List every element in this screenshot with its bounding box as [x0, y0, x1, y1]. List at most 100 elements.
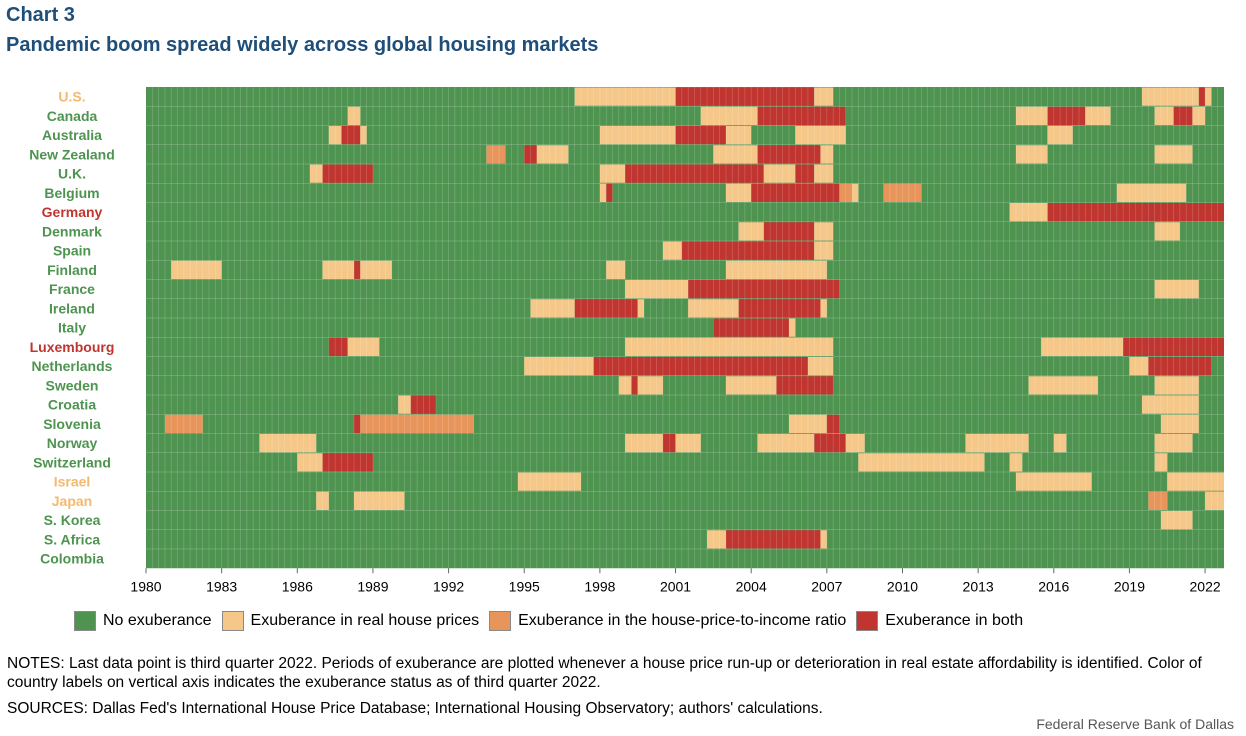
exuberance-period-cell: [524, 357, 594, 376]
exuberance-period-cell: [606, 260, 626, 279]
exuberance-period-cell: [725, 183, 752, 202]
country-label: Australia: [42, 127, 102, 143]
exuberance-period-cell: [826, 414, 840, 433]
exuberance-period-cell: [814, 164, 834, 183]
country-label: Israel: [54, 474, 91, 490]
x-axis-labels: 1980 1983 1986 1989 1992 1995 1998 2001 2004 2007…: [130, 578, 1220, 594]
exuberance-period-cell: [618, 376, 632, 395]
legend-label: Exuberance in both: [885, 612, 1024, 629]
exuberance-period-cell: [354, 414, 361, 433]
x-axis-ticks: [145, 568, 1206, 574]
exuberance-period-cell: [1192, 106, 1206, 125]
exuberance-period-cell: [599, 126, 676, 145]
country-label: Netherlands: [32, 358, 113, 374]
heatmap-chart: U.S. Canada Australia New Zealand U.K. Belgiu…: [29, 87, 1224, 594]
credit: Federal Reserve Bank of Dallas: [1036, 716, 1234, 732]
exuberance-period-cell: [1198, 87, 1206, 106]
exuberance-period-cell: [789, 318, 796, 337]
legend-item-price-to-income: Exuberance in the house-price-to-income …: [489, 611, 846, 631]
exuberance-period-cell: [1160, 414, 1199, 433]
exuberance-period-cell: [164, 414, 203, 433]
exuberance-period-cell: [259, 434, 317, 453]
legend-label: No exuberance: [103, 612, 212, 629]
country-label: Canada: [47, 108, 98, 124]
country-label: Spain: [53, 243, 91, 259]
exuberance-period-cell: [807, 357, 834, 376]
x-tick-label: 1998: [584, 578, 615, 594]
exuberance-period-cell: [328, 126, 342, 145]
x-tick-label: 2019: [1114, 578, 1145, 594]
exuberance-period-cell: [725, 260, 827, 279]
sources: SOURCES: Dallas Fed's International Hous…: [7, 700, 823, 717]
x-tick-label: 2004: [736, 578, 767, 594]
heatmap-cells: [146, 87, 1224, 569]
x-tick-label: 1986: [282, 578, 313, 594]
exuberance-period-cell: [599, 164, 626, 183]
country-label: Belgium: [44, 185, 99, 201]
exuberance-period-cell: [1116, 183, 1187, 202]
exuberance-period-cell: [814, 222, 834, 241]
country-label: Luxembourg: [30, 339, 115, 355]
country-label: Denmark: [42, 223, 102, 239]
legend-swatch-real-prices: [221, 611, 244, 631]
exuberance-period-cell: [688, 299, 739, 318]
exuberance-period-cell: [1047, 126, 1073, 145]
exuberance-period-cell: [1154, 222, 1180, 241]
exuberance-period-cell: [1009, 453, 1023, 472]
exuberance-period-cell: [1009, 203, 1048, 222]
chart-label: Chart 3: [6, 4, 75, 26]
exuberance-period-cell: [517, 472, 581, 491]
country-label: Croatia: [48, 397, 96, 413]
exuberance-period-cell: [360, 260, 392, 279]
legend-swatch-none: [74, 611, 96, 631]
exuberance-period-cell: [814, 87, 834, 106]
exuberance-period-cell: [820, 299, 827, 318]
exuberance-period-cell: [1047, 203, 1224, 222]
country-label: S. Africa: [44, 531, 100, 547]
exuberance-period-cell: [1148, 357, 1212, 376]
exuberance-period-cell: [316, 491, 329, 510]
exuberance-period-cell: [757, 434, 815, 453]
exuberance-period-cell: [625, 164, 764, 183]
exuberance-period-cell: [398, 395, 411, 414]
exuberance-period-cell: [713, 318, 790, 337]
exuberance-period-cell: [486, 145, 506, 164]
exuberance-period-cell: [1015, 145, 1048, 164]
x-tick-label: 1992: [433, 578, 464, 594]
exuberance-period-cell: [1047, 106, 1086, 125]
exuberance-period-cell: [1142, 87, 1199, 106]
exuberance-period-cell: [675, 434, 701, 453]
exuberance-period-cell: [322, 164, 373, 183]
x-tick-label: 2022: [1190, 578, 1221, 594]
exuberance-period-cell: [1015, 106, 1048, 125]
quarter-gridlines: [146, 87, 1224, 569]
exuberance-period-cell: [795, 164, 815, 183]
exuberance-period-cell: [1167, 472, 1224, 491]
chart-title: Pandemic boom spread widely across globa…: [6, 34, 599, 56]
exuberance-period-cell: [675, 87, 815, 106]
exuberance-period-cell: [536, 145, 569, 164]
country-label: Finland: [47, 262, 97, 278]
exuberance-period-cell: [354, 491, 405, 510]
x-tick-label: 2016: [1038, 578, 1069, 594]
exuberance-period-cell: [599, 183, 607, 202]
exuberance-period-cell: [1041, 337, 1124, 356]
exuberance-period-cell: [662, 241, 682, 260]
exuberance-period-cell: [700, 106, 758, 125]
legend-swatch-both: [856, 611, 879, 631]
x-tick-label: 1989: [357, 578, 388, 594]
exuberance-period-cell: [725, 530, 821, 549]
legend-label: Exuberance in real house prices: [250, 612, 480, 629]
exuberance-period-cell: [1160, 511, 1193, 530]
x-tick-label: 2001: [660, 578, 691, 594]
exuberance-period-cell: [606, 183, 613, 202]
legend-item-both: Exuberance in both: [856, 611, 1023, 631]
no-exuberance-background: [146, 87, 1224, 569]
x-tick-label: 2007: [811, 578, 842, 594]
exuberance-period-cell: [675, 126, 726, 145]
exuberance-period-cell: [530, 299, 575, 318]
exuberance-period-cell: [631, 376, 638, 395]
exuberance-period-cell: [725, 376, 777, 395]
exuberance-period-cell: [763, 222, 815, 241]
exuberance-period-cell: [681, 241, 815, 260]
